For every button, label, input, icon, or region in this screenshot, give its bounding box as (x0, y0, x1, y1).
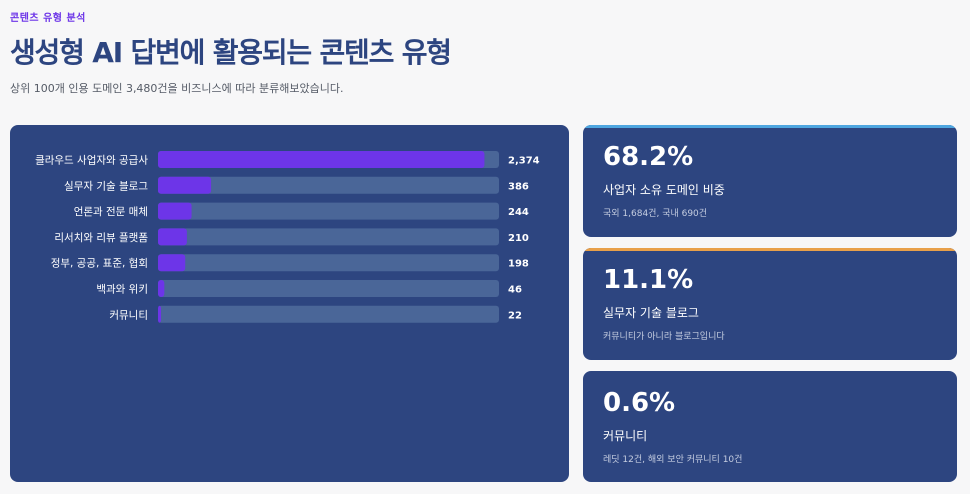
bar (158, 228, 187, 246)
page-title: 생성형 AI 답변에 활용되는 콘텐츠 유형 (10, 36, 452, 69)
stat-label: 커뮤니티 (603, 429, 648, 443)
stat-detail: 커뮤니티가 아니라 블로그입니다 (603, 332, 725, 342)
category-label: 리서치와 리뷰 플랫폼 (54, 232, 148, 244)
stat-detail: 레딧 12건, 해외 보안 커뮤니티 10건 (603, 455, 743, 465)
value-label: 244 (508, 207, 529, 218)
stat-card-community: 0.6% 커뮤니티 레딧 12건, 해외 보안 커뮤니티 10건 (583, 371, 957, 482)
category-label: 백과와 위키 (96, 283, 148, 296)
category-label: 언론과 전문 매체 (74, 206, 148, 218)
bar (158, 254, 186, 272)
bar-track (158, 202, 499, 220)
stat-card-owned-domains: 68.2% 사업자 소유 도메인 비중 국외 1,684건, 국내 690건 (583, 125, 957, 237)
stat-card-tech-blogs: 11.1% 실무자 기술 블로그 커뮤니티가 아니라 블로그입니다 (583, 248, 957, 360)
category-label: 정부, 공공, 표준, 협회 (51, 257, 148, 270)
bar-track (158, 305, 499, 323)
section-eyebrow: 콘텐츠 유형 분석 (10, 13, 86, 24)
value-label: 210 (508, 233, 529, 244)
stat-value: 0.6% (603, 388, 676, 418)
bar (158, 151, 485, 168)
stat-value: 11.1% (603, 265, 694, 295)
stat-detail: 국외 1,684건, 국내 690건 (603, 209, 708, 219)
bar-track (158, 280, 499, 297)
bar-track (158, 176, 499, 194)
stat-label: 사업자 소유 도메인 비중 (603, 183, 725, 197)
card-accent-line (583, 248, 957, 251)
bar (158, 176, 212, 194)
value-label: 386 (508, 181, 529, 192)
value-label: 22 (508, 310, 522, 321)
card-accent-line (583, 125, 957, 128)
category-label: 실무자 기술 블로그 (64, 180, 148, 192)
bar (158, 280, 165, 297)
content-type-bar-chart: 클라우드 사업자와 공급사 2,374 실무자 기술 블로그 386 언론과 전문 매체… (10, 125, 569, 482)
stat-label: 실무자 기술 블로그 (603, 306, 699, 320)
bar-track (158, 254, 499, 272)
stat-value: 68.2% (603, 142, 694, 172)
bar (158, 202, 192, 220)
value-label: 198 (508, 259, 529, 270)
category-label: 클라우드 사업자와 공급사 (35, 154, 148, 167)
value-label: 46 (508, 285, 522, 296)
bar (158, 305, 162, 323)
value-label: 2,374 (508, 156, 540, 167)
category-label: 커뮤니티 (109, 309, 148, 321)
bar-chart-svg: 클라우드 사업자와 공급사 2,374 실무자 기술 블로그 386 언론과 전문 매체… (35, 151, 540, 323)
bar-track (158, 228, 499, 246)
page-subtitle: 상위 100개 인용 도메인 3,480건을 비즈니스에 따라 분류해보았습니다… (10, 82, 344, 95)
